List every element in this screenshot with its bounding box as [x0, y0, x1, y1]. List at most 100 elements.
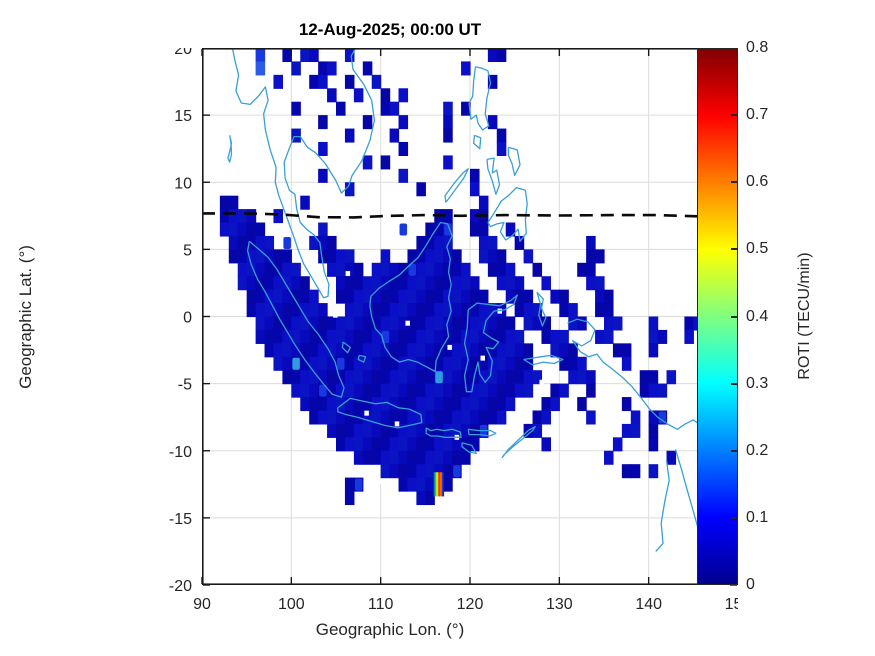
- roti-cell: [416, 437, 426, 452]
- roti-cell: [604, 316, 614, 331]
- roti-cell: [264, 249, 275, 264]
- roti-cell: [478, 249, 489, 264]
- roti-cell: [407, 276, 417, 291]
- roti-cell: [353, 88, 364, 103]
- roti-cell: [416, 182, 426, 197]
- roti-cell: [443, 209, 453, 224]
- colorbar-tick: [731, 114, 737, 117]
- roti-cell: [398, 115, 409, 130]
- roti-cell: [523, 303, 534, 318]
- roti-cell: [470, 383, 480, 398]
- roti-cell: [318, 141, 328, 156]
- roti-bright-cell: [435, 371, 443, 384]
- roti-cell: [425, 329, 435, 344]
- y-tick-label: -20: [169, 578, 192, 595]
- roti-cell: [407, 437, 417, 452]
- roti-cell: [255, 235, 266, 250]
- roti-cell: [371, 423, 382, 438]
- roti-cell: [496, 316, 507, 331]
- roti-cell: [389, 450, 400, 465]
- roti-cell: [470, 168, 480, 183]
- roti-cell: [434, 222, 444, 237]
- data-gap: [480, 355, 486, 361]
- roti-cell: [443, 437, 453, 452]
- roti-cell: [568, 356, 578, 371]
- roti-cell: [434, 343, 444, 358]
- coastline-path: [246, 240, 345, 398]
- roti-cell: [648, 410, 659, 425]
- x-tick-label: 90: [193, 596, 211, 613]
- roti-cell: [344, 397, 355, 412]
- roti-cell: [496, 141, 507, 156]
- roti-cell: [344, 437, 355, 452]
- roti-cell: [407, 249, 417, 264]
- roti-cell: [371, 356, 382, 371]
- roti-cell: [478, 289, 489, 304]
- colorbar-tick-label: 0.1: [746, 508, 769, 526]
- roti-cell: [443, 155, 453, 170]
- roti-cell: [595, 303, 605, 318]
- roti-cell: [336, 101, 346, 116]
- roti-cell: [443, 450, 453, 465]
- roti-cell: [604, 450, 614, 465]
- roti-cell: [541, 329, 551, 344]
- roti-cell: [648, 329, 659, 344]
- roti-cell: [478, 195, 489, 210]
- roti-cell: [344, 491, 355, 506]
- roti-cell: [425, 356, 435, 371]
- roti-bright-cell: [319, 384, 327, 397]
- roti-cell: [344, 316, 355, 331]
- roti-cell: [228, 235, 239, 250]
- roti-cell: [318, 168, 328, 183]
- roti-cell: [407, 329, 417, 344]
- roti-cell: [523, 343, 534, 358]
- roti-cell: [300, 195, 310, 210]
- roti-cell: [389, 316, 400, 331]
- roti-cell: [380, 289, 391, 304]
- x-tick-label: 150: [725, 596, 738, 613]
- roti-cell: [434, 437, 444, 452]
- roti-cell: [237, 249, 248, 264]
- roti-cell: [434, 249, 444, 264]
- roti-cell: [264, 276, 275, 291]
- roti-cell: [487, 397, 498, 412]
- roti-cell: [362, 437, 373, 452]
- roti-cell: [514, 276, 525, 291]
- roti-cell: [478, 316, 489, 331]
- colorbar-tick-label: 0.5: [746, 240, 769, 258]
- roti-cell: [407, 356, 417, 371]
- roti-cell: [416, 450, 426, 465]
- roti-cell: [309, 343, 319, 358]
- colorbar-tick: [731, 181, 737, 184]
- roti-cell: [371, 343, 382, 358]
- roti-cell: [505, 222, 516, 237]
- roti-cell: [362, 356, 373, 371]
- roti-cell: [300, 48, 310, 63]
- roti-cell: [586, 370, 596, 385]
- roti-cell: [246, 289, 257, 304]
- roti-cell: [425, 397, 435, 412]
- roti-cell: [371, 74, 382, 89]
- roti-cell: [443, 276, 453, 291]
- roti-cell: [291, 276, 301, 291]
- roti-cell: [487, 74, 498, 89]
- roti-cell: [541, 410, 551, 425]
- roti-cell: [407, 477, 417, 492]
- roti-cell: [496, 329, 507, 344]
- roti-cell: [496, 410, 507, 425]
- roti-cell: [461, 356, 471, 371]
- data-gap: [514, 422, 519, 428]
- roti-cell: [362, 316, 373, 331]
- roti-bright-cell: [354, 478, 363, 491]
- roti-cell: [604, 303, 614, 318]
- roti-cell: [327, 249, 337, 264]
- roti-cell: [550, 289, 560, 304]
- roti-cell: [523, 383, 534, 398]
- roti-cell: [344, 249, 355, 264]
- roti-cell: [425, 235, 435, 250]
- roti-cell: [282, 249, 292, 264]
- roti-cell: [291, 343, 301, 358]
- roti-cell: [586, 235, 596, 250]
- roti-hotspot: [433, 472, 445, 497]
- roti-cell: [255, 249, 266, 264]
